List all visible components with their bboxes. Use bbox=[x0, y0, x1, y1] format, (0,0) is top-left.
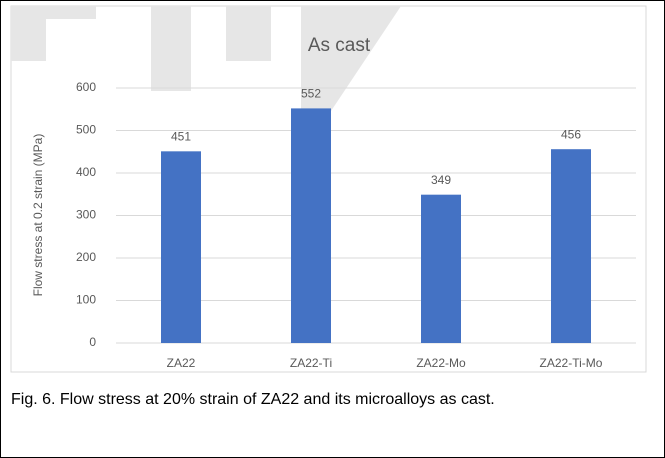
x-tick-label: ZA22 bbox=[167, 356, 196, 370]
bar bbox=[161, 151, 201, 343]
data-label: 552 bbox=[301, 87, 321, 101]
y-tick-label: 500 bbox=[76, 123, 96, 137]
y-axis-label: Flow stress at 0.2 strain (MPa) bbox=[31, 134, 45, 297]
watermark bbox=[11, 6, 401, 111]
y-tick-label: 600 bbox=[76, 80, 96, 94]
y-tick-label: 0 bbox=[89, 335, 96, 349]
data-label: 349 bbox=[431, 173, 451, 187]
y-tick-label: 300 bbox=[76, 208, 96, 222]
chart: As cast Flow stress at 0.2 strain (MPa) … bbox=[10, 5, 647, 373]
bar bbox=[291, 108, 331, 344]
data-label: 451 bbox=[171, 129, 191, 143]
caption: Fig. 6. Flow stress at 20% strain of ZA2… bbox=[11, 391, 495, 408]
y-tick-label: 400 bbox=[76, 165, 96, 179]
x-tick-label: ZA22-Ti-Mo bbox=[540, 356, 603, 370]
x-tick-label: ZA22-Ti bbox=[290, 356, 332, 370]
bar bbox=[421, 194, 461, 343]
bar bbox=[551, 149, 591, 343]
data-label: 456 bbox=[561, 127, 581, 141]
chart-title: As cast bbox=[308, 35, 371, 56]
y-tick-label: 200 bbox=[76, 250, 96, 264]
x-tick-label: ZA22-Mo bbox=[416, 356, 466, 370]
y-tick-label: 100 bbox=[76, 293, 96, 307]
